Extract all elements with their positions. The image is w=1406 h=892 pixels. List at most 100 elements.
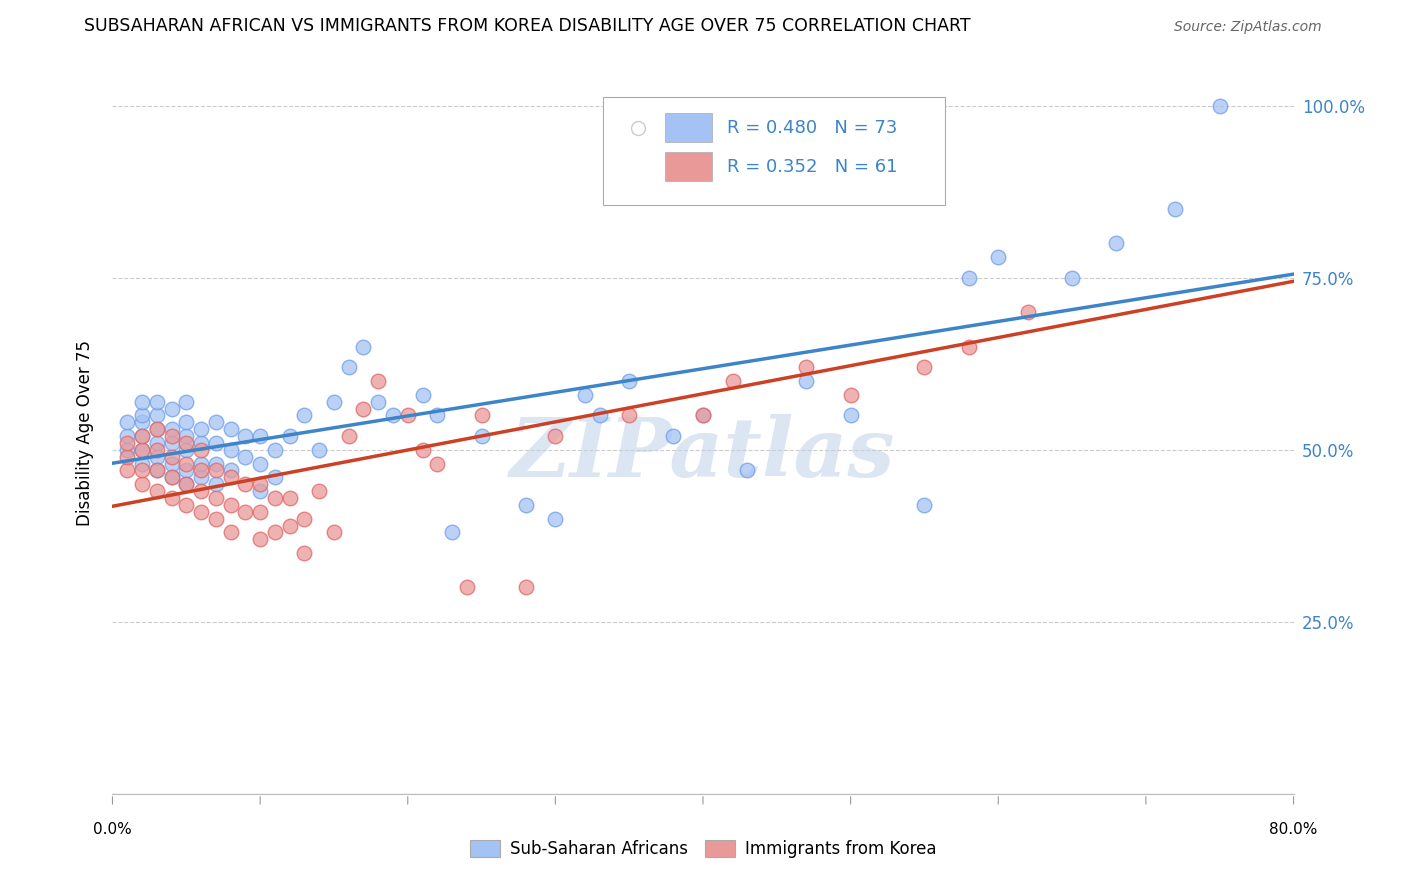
Point (1105, 236, 1128, 251)
Point (382, 409, 405, 423)
Point (160, 401, 183, 416)
Point (249, 484, 271, 499)
Point (233, 450, 256, 464)
Point (160, 429, 183, 443)
Point (146, 436, 169, 450)
Point (411, 388, 433, 402)
Point (323, 394, 346, 409)
Point (278, 491, 301, 505)
Point (205, 491, 228, 505)
Point (292, 546, 315, 560)
Point (249, 533, 271, 547)
FancyBboxPatch shape (665, 153, 713, 181)
Point (441, 525, 464, 540)
Point (160, 457, 183, 471)
Point (190, 470, 212, 484)
Point (337, 360, 360, 375)
Point (174, 415, 197, 429)
Point (174, 436, 197, 450)
Point (205, 477, 228, 491)
Text: 0.0%: 0.0% (93, 822, 132, 837)
Point (117, 436, 138, 450)
Point (190, 436, 212, 450)
Point (662, 429, 685, 443)
Point (456, 581, 478, 595)
Point (264, 470, 287, 484)
Point (219, 525, 242, 540)
Point (619, 374, 641, 388)
Point (839, 409, 862, 423)
Point (146, 463, 169, 477)
Point (219, 422, 242, 436)
Text: SUBSAHARAN AFRICAN VS IMMIGRANTS FROM KOREA DISABILITY AGE OVER 75 CORRELATION C: SUBSAHARAN AFRICAN VS IMMIGRANTS FROM KO… (84, 17, 972, 35)
Point (160, 470, 183, 484)
Point (737, 463, 759, 477)
Point (131, 394, 153, 409)
Point (692, 409, 714, 423)
Point (839, 388, 862, 402)
Point (174, 394, 197, 409)
Point (249, 477, 271, 491)
Point (426, 457, 449, 471)
Point (131, 409, 153, 423)
Point (337, 429, 360, 443)
Point (131, 463, 153, 477)
Point (1062, 270, 1084, 285)
Point (146, 463, 169, 477)
Point (796, 360, 818, 375)
Point (205, 415, 228, 429)
Point (470, 409, 494, 423)
Point (205, 511, 228, 525)
Point (174, 442, 197, 457)
Point (619, 409, 641, 423)
Point (264, 491, 287, 505)
Point (131, 442, 153, 457)
Point (131, 429, 153, 443)
Point (160, 450, 183, 464)
Point (308, 484, 330, 499)
Point (190, 442, 212, 457)
Y-axis label: Disability Age Over 75: Disability Age Over 75 (76, 340, 94, 525)
Point (987, 250, 1010, 264)
Point (190, 422, 212, 436)
Point (174, 429, 197, 443)
Point (692, 409, 714, 423)
Point (205, 463, 228, 477)
Text: R = 0.480   N = 73: R = 0.480 N = 73 (727, 119, 897, 136)
Point (588, 409, 610, 423)
Point (352, 340, 374, 354)
Point (249, 429, 271, 443)
Point (160, 422, 183, 436)
Point (292, 409, 315, 423)
Point (190, 457, 212, 471)
Point (1017, 305, 1039, 319)
Point (796, 374, 818, 388)
Point (219, 470, 242, 484)
Point (190, 463, 212, 477)
Point (278, 429, 301, 443)
Point (914, 498, 936, 512)
Point (174, 457, 197, 471)
Point (574, 388, 596, 402)
Point (146, 442, 169, 457)
Point (249, 457, 271, 471)
Legend: Sub-Saharan Africans, Immigrants from Korea: Sub-Saharan Africans, Immigrants from Ko… (463, 833, 943, 865)
Point (190, 505, 212, 519)
Point (323, 525, 346, 540)
Point (721, 374, 744, 388)
Point (117, 442, 138, 457)
Point (131, 477, 153, 491)
Point (146, 422, 169, 436)
Point (205, 436, 228, 450)
Point (146, 450, 169, 464)
Point (544, 511, 567, 525)
Point (174, 477, 197, 491)
Point (367, 394, 389, 409)
Point (233, 429, 256, 443)
Point (174, 477, 197, 491)
Point (131, 429, 153, 443)
Point (1164, 202, 1187, 216)
Text: 80.0%: 80.0% (1270, 822, 1317, 837)
Point (352, 401, 374, 416)
Point (219, 498, 242, 512)
